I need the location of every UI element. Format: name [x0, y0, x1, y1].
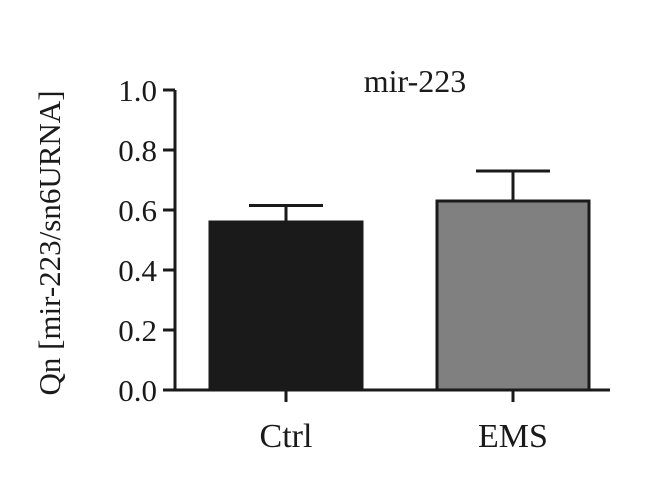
y-tick-label: 1.0 [118, 73, 157, 108]
y-tick-label: 0.6 [118, 193, 157, 228]
bar-ems [435, 199, 591, 392]
y-tick-label: 0.4 [118, 253, 157, 288]
bars-group [208, 199, 591, 392]
x-axis: Ctrl EMS [173, 388, 610, 455]
y-tick-label: 0.2 [118, 313, 157, 348]
y-axis-label: Qn [mir-223/sn6URNA] [32, 90, 67, 395]
y-tick-label: 0.8 [118, 133, 157, 168]
y-axis: 0.0 0.2 0.4 0.6 0.8 1.0 [118, 73, 177, 408]
x-category-label: EMS [478, 418, 548, 455]
bar-ctrl [208, 220, 364, 392]
chart-title: mir-223 [364, 63, 466, 99]
x-category-label: Ctrl [260, 418, 313, 455]
error-bars-group [249, 169, 550, 222]
y-tick-label: 0.0 [118, 373, 157, 408]
